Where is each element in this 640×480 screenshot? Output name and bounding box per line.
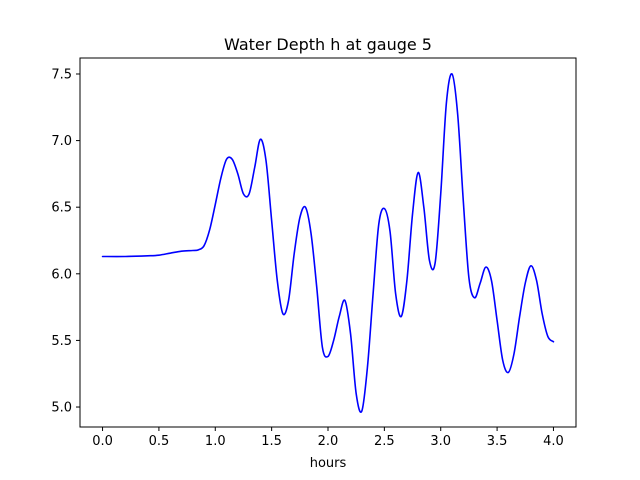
x-tick-label: 1.0 [205, 434, 226, 449]
y-tick-label: 7.0 [51, 134, 72, 149]
y-tick-label: 6.0 [51, 267, 72, 282]
x-tick-label: 2.0 [318, 434, 339, 449]
chart-title: Water Depth h at gauge 5 [224, 35, 432, 54]
x-tick-label: 3.5 [487, 434, 508, 449]
x-tick-label: 1.5 [261, 434, 282, 449]
plot-area-frame [79, 57, 577, 428]
y-tick-label: 7.5 [51, 67, 72, 82]
x-axis-label: hours [310, 456, 347, 471]
x-tick-label: 0.5 [149, 434, 170, 449]
x-tick-label: 4.0 [543, 434, 564, 449]
x-tick-label: 0.0 [92, 434, 113, 449]
x-tick-label: 2.5 [374, 434, 395, 449]
y-tick-label: 6.5 [51, 201, 72, 216]
y-axis: 5.0 5.5 6.0 6.5 7.0 7.5 [51, 67, 80, 416]
y-tick-label: 5.0 [51, 401, 72, 416]
y-tick-label: 5.5 [51, 334, 72, 349]
series-line-water-depth [101, 73, 555, 413]
series-layer [101, 73, 555, 413]
x-axis: 0.0 0.5 1.0 1.5 2.0 2.5 3.0 3.5 4.0 [92, 427, 564, 449]
x-tick-label: 3.0 [430, 434, 451, 449]
